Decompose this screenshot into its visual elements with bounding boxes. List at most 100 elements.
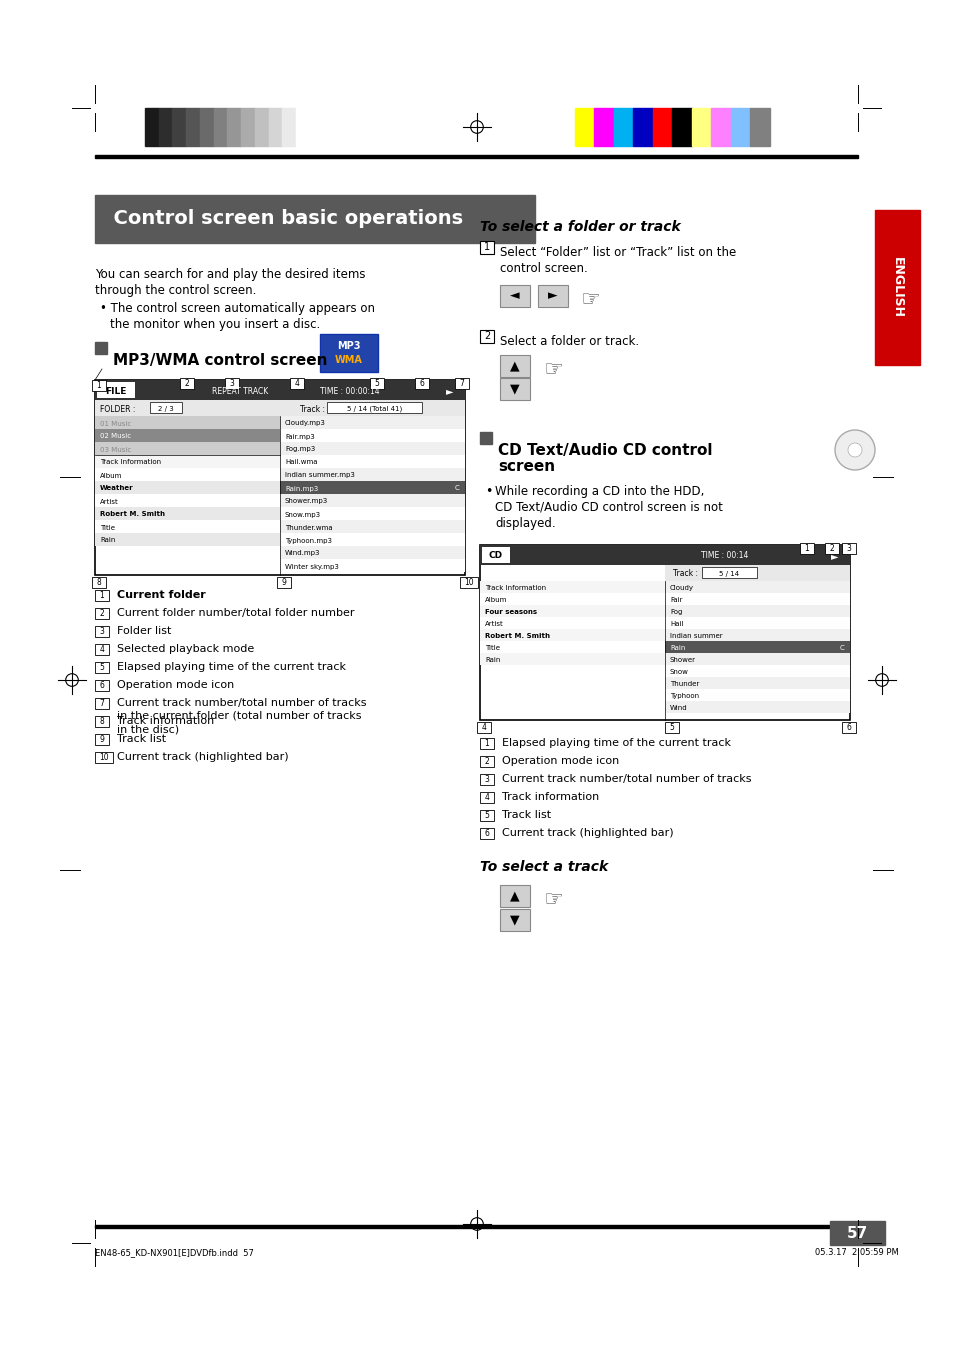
Bar — [95, 590, 109, 601]
Bar — [479, 792, 494, 802]
Text: 5 / 14: 5 / 14 — [719, 571, 739, 577]
Text: ☞: ☞ — [579, 290, 599, 309]
Bar — [370, 378, 384, 389]
Text: Control screen basic operations: Control screen basic operations — [100, 209, 462, 228]
Bar — [327, 403, 421, 413]
Text: Select a folder or track.: Select a folder or track. — [499, 335, 639, 349]
Text: Track list: Track list — [501, 811, 551, 820]
Bar — [664, 689, 849, 701]
Bar — [91, 577, 106, 588]
Text: Indian summer: Indian summer — [669, 634, 721, 639]
Text: screen: screen — [497, 459, 555, 474]
Text: •: • — [484, 485, 492, 499]
Text: Select “Folder” list or “Track” list on the: Select “Folder” list or “Track” list on … — [499, 246, 736, 259]
Bar — [476, 721, 491, 734]
Bar — [95, 430, 280, 442]
Bar — [415, 378, 429, 389]
Bar — [664, 721, 679, 734]
Bar — [280, 534, 464, 546]
Text: Operation mode icon: Operation mode icon — [117, 680, 234, 690]
Bar — [479, 432, 492, 444]
Bar — [95, 608, 109, 619]
Bar — [479, 330, 494, 343]
Text: 5: 5 — [375, 380, 379, 388]
Bar — [280, 442, 464, 455]
Bar — [95, 698, 109, 709]
Bar — [280, 455, 464, 467]
Bar — [664, 581, 849, 593]
Bar — [95, 481, 280, 494]
Text: ▼: ▼ — [510, 382, 519, 396]
Bar — [800, 543, 813, 554]
Text: 2: 2 — [484, 757, 489, 766]
Text: To select a track: To select a track — [479, 861, 608, 874]
Text: ►: ► — [830, 551, 838, 561]
Text: 5: 5 — [484, 811, 489, 820]
Text: Fog.mp3: Fog.mp3 — [285, 446, 314, 453]
Text: Winter sky.mp3: Winter sky.mp3 — [285, 563, 338, 570]
Bar — [290, 378, 304, 389]
Bar — [614, 108, 633, 146]
Text: Cloudy: Cloudy — [669, 585, 693, 590]
Text: 2: 2 — [829, 544, 834, 553]
Text: 5: 5 — [99, 663, 104, 671]
Text: Cloudy.mp3: Cloudy.mp3 — [285, 420, 326, 427]
Text: EN48-65_KD-NX901[E]DVDfb.indd  57: EN48-65_KD-NX901[E]DVDfb.indd 57 — [95, 1248, 253, 1256]
Bar — [499, 885, 530, 907]
Text: MP3/WMA control screen: MP3/WMA control screen — [112, 353, 327, 367]
Text: ENGLISH: ENGLISH — [890, 257, 903, 317]
Text: FOLDER :: FOLDER : — [100, 404, 135, 413]
Text: MP3: MP3 — [337, 340, 360, 351]
Bar — [664, 617, 849, 630]
Text: ▲: ▲ — [510, 359, 519, 373]
Text: Current track number/total number of tracks: Current track number/total number of tra… — [117, 698, 366, 708]
Text: TIME : 00:14: TIME : 00:14 — [700, 551, 748, 561]
Text: C: C — [455, 485, 459, 492]
Text: 5 / 14 (Total 41): 5 / 14 (Total 41) — [347, 405, 402, 412]
Text: Selected playback mode: Selected playback mode — [117, 644, 254, 654]
Text: Track :: Track : — [299, 404, 325, 413]
Text: Current folder number/total folder number: Current folder number/total folder numbe… — [117, 608, 355, 617]
Bar — [280, 467, 464, 481]
Bar — [499, 285, 530, 307]
Text: WMA: WMA — [335, 355, 362, 365]
Bar — [664, 640, 849, 653]
Bar — [664, 630, 849, 640]
Bar — [594, 108, 614, 146]
Bar — [481, 547, 510, 563]
Bar — [200, 108, 213, 146]
Text: Artist: Artist — [100, 499, 118, 504]
Bar — [95, 520, 280, 534]
Bar — [95, 626, 109, 638]
Bar — [633, 108, 652, 146]
Text: TIME : 00:00:14: TIME : 00:00:14 — [320, 386, 379, 396]
Bar — [691, 108, 711, 146]
Text: 4: 4 — [481, 723, 486, 732]
Bar — [479, 828, 494, 839]
Bar — [701, 567, 757, 578]
Bar — [95, 1225, 857, 1228]
Bar — [711, 108, 730, 146]
Text: Hail: Hail — [669, 621, 682, 627]
Text: 5: 5 — [669, 723, 674, 732]
Bar — [276, 577, 291, 588]
Bar — [479, 630, 664, 640]
Bar — [664, 605, 849, 617]
Bar — [280, 416, 464, 430]
Text: Four seasons: Four seasons — [484, 609, 537, 615]
Bar — [841, 543, 855, 554]
Bar — [296, 108, 310, 146]
Text: CD Text/Audio CD control: CD Text/Audio CD control — [497, 443, 712, 458]
Bar — [95, 400, 464, 416]
Bar — [227, 108, 241, 146]
Text: Track information: Track information — [501, 792, 598, 802]
Bar — [479, 757, 494, 767]
Bar — [91, 380, 106, 390]
Bar — [269, 108, 282, 146]
Text: Current folder: Current folder — [117, 590, 206, 600]
Bar — [479, 640, 664, 653]
Text: ☞: ☞ — [542, 359, 562, 380]
Bar — [172, 108, 186, 146]
Text: Current track (highlighted bar): Current track (highlighted bar) — [117, 753, 289, 762]
Text: 05.3.17  2:05:59 PM: 05.3.17 2:05:59 PM — [814, 1248, 898, 1256]
